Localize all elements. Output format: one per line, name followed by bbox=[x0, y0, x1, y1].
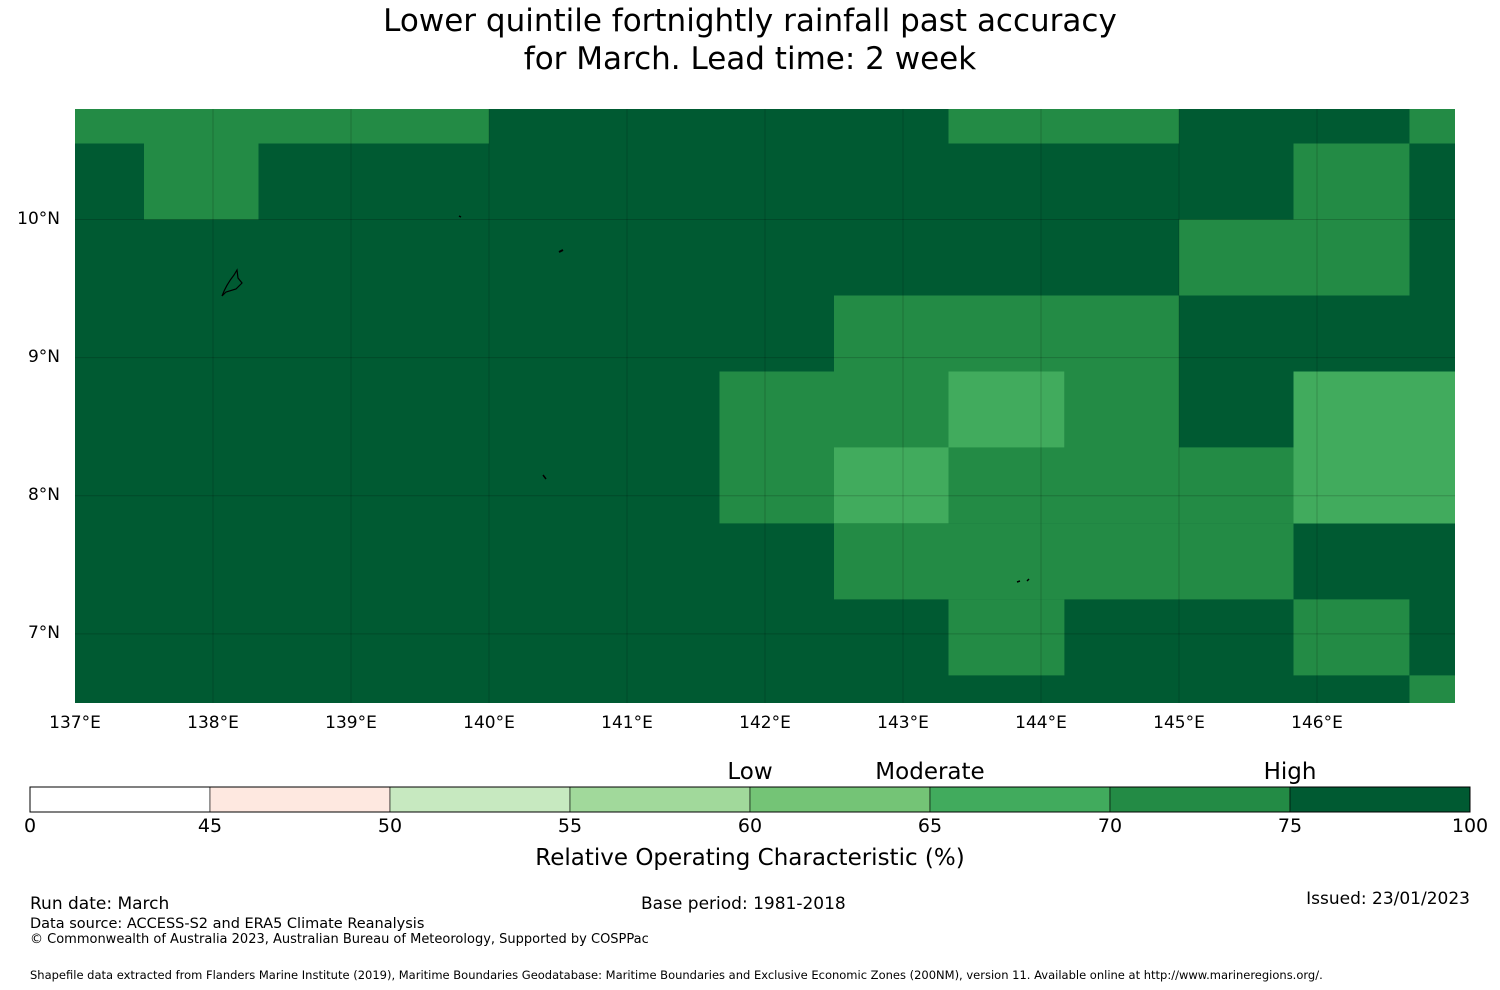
longitude-label: 138°E bbox=[187, 713, 239, 733]
issued-date: Issued: 23/01/2023 bbox=[1306, 889, 1470, 909]
colorbar-segment bbox=[569, 786, 751, 813]
grid-cell bbox=[948, 371, 1065, 448]
island-outline bbox=[542, 474, 547, 480]
grid-cell bbox=[834, 523, 1294, 600]
graticule-lines bbox=[75, 109, 1455, 703]
grid-cell bbox=[948, 599, 1065, 676]
data-source: Data source: ACCESS-S2 and ERA5 Climate … bbox=[30, 916, 425, 932]
longitude-label: 146°E bbox=[1291, 713, 1343, 733]
colorbar-segment bbox=[29, 786, 211, 813]
grid-cell bbox=[834, 295, 1179, 372]
grid-cell bbox=[719, 371, 949, 448]
island-outline bbox=[1016, 578, 1030, 583]
colorbar-tick-label: 75 bbox=[1277, 815, 1303, 837]
grid-cell bbox=[1409, 675, 1455, 703]
colorbar-axis-label: Relative Operating Characteristic (%) bbox=[535, 845, 965, 871]
colorbar bbox=[29, 786, 1471, 813]
island-outlines bbox=[221, 215, 1030, 583]
colorbar-tick-label: 100 bbox=[1451, 815, 1489, 837]
longitude-label: 143°E bbox=[877, 713, 929, 733]
grid-cell bbox=[1409, 109, 1455, 144]
latitude-label: 8°N bbox=[27, 484, 60, 505]
title-line-1: Lower quintile fortnightly rainfall past… bbox=[383, 3, 1117, 39]
colorbar-tick-label: 70 bbox=[1097, 815, 1123, 837]
colorbar-frame bbox=[29, 786, 1471, 813]
latitude-label: 9°N bbox=[27, 346, 60, 367]
latitude-label: 10°N bbox=[17, 208, 60, 229]
grid-cell bbox=[948, 447, 1294, 524]
grid-cell bbox=[1179, 219, 1410, 296]
grid-cell bbox=[1293, 371, 1455, 524]
grid-cell bbox=[75, 109, 489, 144]
longitude-label: 145°E bbox=[1153, 713, 1205, 733]
colorbar-category-label: Moderate bbox=[875, 759, 985, 785]
colorbar-segment bbox=[929, 786, 1111, 813]
grid-cells bbox=[75, 109, 1455, 703]
grid-cell bbox=[144, 143, 259, 220]
colorbar-segment bbox=[1109, 786, 1291, 813]
colorbar-tick-label: 0 bbox=[23, 815, 37, 837]
island-outline bbox=[458, 215, 462, 218]
colorbar-tick-label: 65 bbox=[917, 815, 943, 837]
island-outline bbox=[558, 249, 564, 253]
rainfall-accuracy-map bbox=[29, 109, 1471, 813]
colorbar-tick-label: 50 bbox=[377, 815, 403, 837]
colorbar-segment bbox=[749, 786, 931, 813]
longitude-label: 137°E bbox=[49, 713, 101, 733]
colorbar-segment bbox=[1289, 786, 1471, 813]
colorbar-segment bbox=[389, 786, 571, 813]
grid-cell bbox=[1293, 143, 1410, 220]
grid-cell bbox=[1293, 599, 1410, 676]
longitude-label: 141°E bbox=[601, 713, 653, 733]
colorbar-tick-label: 55 bbox=[557, 815, 583, 837]
colorbar-category-label: Low bbox=[727, 759, 773, 785]
longitude-label: 144°E bbox=[1015, 713, 1067, 733]
longitude-label: 139°E bbox=[325, 713, 377, 733]
longitude-label: 142°E bbox=[739, 713, 791, 733]
title-line-2: for March. Lead time: 2 week bbox=[523, 41, 977, 77]
colorbar-category-label: High bbox=[1263, 759, 1317, 785]
shapefile-credit: Shapefile data extracted from Flanders M… bbox=[30, 968, 1323, 982]
grid-cell bbox=[834, 447, 949, 524]
run-date: Run date: March bbox=[30, 894, 170, 914]
latitude-label: 7°N bbox=[27, 622, 60, 643]
colorbar-segment bbox=[209, 786, 391, 813]
colorbar-tick-label: 45 bbox=[197, 815, 223, 837]
grid-cell bbox=[1064, 371, 1179, 448]
chart-title: Lower quintile fortnightly rainfall past… bbox=[0, 2, 1500, 78]
longitude-label: 140°E bbox=[463, 713, 515, 733]
grid-cell bbox=[719, 447, 834, 524]
base-period: Base period: 1981-2018 bbox=[641, 894, 846, 914]
island-outline bbox=[221, 268, 243, 297]
colorbar-tick-label: 60 bbox=[737, 815, 763, 837]
grid-cell bbox=[948, 109, 1179, 144]
copyright-notice: © Commonwealth of Australia 2023, Austra… bbox=[30, 932, 649, 947]
